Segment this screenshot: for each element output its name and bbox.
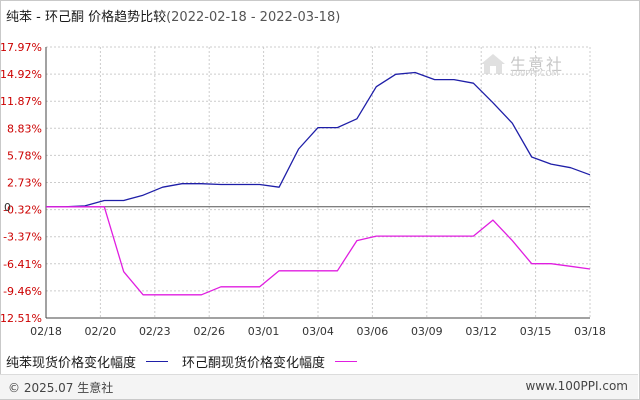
x-tick-label: 03/01 [248, 325, 280, 338]
legend-series-2-label: 环己酮现货价格变化幅度 [182, 356, 326, 371]
grid-lines [45, 46, 591, 319]
x-tick-label: 03/09 [411, 325, 443, 338]
x-tick-label: 03/06 [357, 325, 389, 338]
y-tick-label: 2.73% [7, 177, 42, 190]
chart-title: 纯苯 - 环己酮 价格趋势比较(2022-02-18 - 2022-03-18) [6, 6, 340, 25]
zero-label: 0 [4, 201, 11, 214]
y-tick-label: 5.78% [7, 149, 42, 162]
x-tick-label: 03/04 [302, 325, 334, 338]
x-tick-label: 02/18 [30, 325, 62, 338]
x-tick-label: 02/26 [193, 325, 225, 338]
series-line-2 [46, 206, 591, 296]
y-tick-label: 8.83% [7, 122, 42, 135]
site-link[interactable]: www.100PPI.com [525, 379, 628, 393]
date-range: (2022-02-18 - 2022-03-18) [166, 10, 341, 25]
x-tick-label: 02/23 [139, 325, 171, 338]
x-tick-label: 03/12 [465, 325, 497, 338]
y-tick-label: -12.51% [0, 312, 42, 325]
copyright-text: © 2025.07 生意社 [8, 381, 114, 395]
series-line-1 [46, 71, 591, 208]
y-tick-label: 11.87% [0, 95, 42, 108]
title-text: 纯苯 - 环己酮 价格趋势比较 [6, 10, 167, 25]
y-tick-label: 14.92% [0, 68, 42, 81]
y-tick-label: -6.41% [3, 258, 42, 271]
x-tick-labels: 02/18 02/20 02/23 02/26 03/01 03/04 03/06 03/09… [30, 325, 606, 338]
house-icon [481, 54, 505, 74]
y-tick-label: -0.32% [3, 204, 42, 217]
series-lines [46, 71, 591, 296]
legend-series-1-swatch [146, 361, 169, 362]
x-tick-label: 02/20 [85, 325, 117, 338]
y-tick-label: -3.37% [3, 231, 42, 244]
x-tick-label: 03/15 [520, 325, 552, 338]
y-tick-label: 17.97% [0, 41, 42, 54]
axes [45, 47, 590, 319]
legend-series-1-label: 纯苯现货价格变化幅度 [6, 356, 137, 371]
footer-bar: © 2025.07 生意社 www.100PPI.com [0, 374, 638, 399]
legend-series-2-swatch [335, 361, 358, 362]
y-tick-label: -9.46% [3, 285, 42, 298]
legend: 纯苯现货价格变化幅度 环己酮现货价格变化幅度 [6, 352, 371, 371]
y-tick-labels: 17.97% 14.92% 11.87% 8.83% 5.78% 2.73% -0.32% -… [0, 41, 42, 325]
watermark-url: 100PPI.COM [510, 69, 559, 78]
x-tick-label: 03/18 [574, 325, 606, 338]
